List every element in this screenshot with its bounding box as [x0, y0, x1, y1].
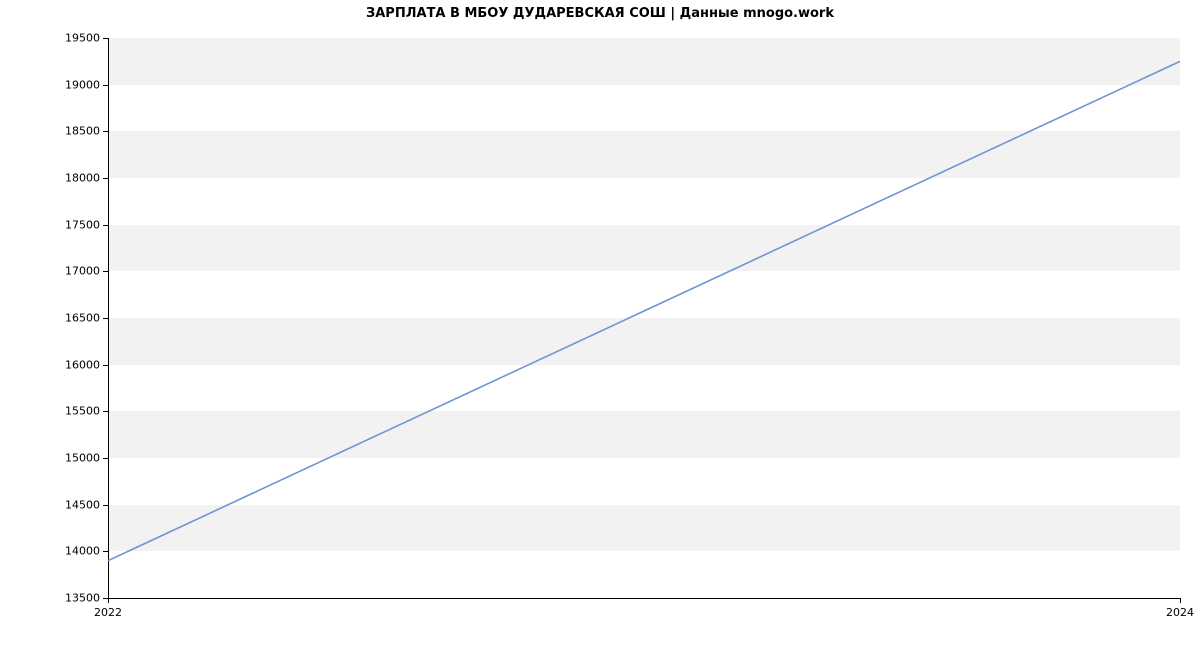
plot-area: 1350014000145001500015500160001650017000…: [108, 38, 1180, 598]
y-tick-label: 19500: [52, 32, 100, 45]
x-tick-mark: [108, 598, 109, 603]
x-tick-label: 2024: [1166, 606, 1194, 619]
y-tick-label: 18500: [52, 125, 100, 138]
chart-container: ЗАРПЛАТА В МБОУ ДУДАРЕВСКАЯ СОШ | Данные…: [0, 0, 1200, 650]
y-tick-label: 16000: [52, 358, 100, 371]
series-layer: [108, 38, 1180, 598]
y-tick-label: 17000: [52, 265, 100, 278]
y-tick-label: 17500: [52, 218, 100, 231]
x-tick-mark: [1180, 598, 1181, 603]
y-tick-label: 16500: [52, 312, 100, 325]
y-tick-label: 15500: [52, 405, 100, 418]
x-tick-label: 2022: [94, 606, 122, 619]
x-axis-line: [108, 598, 1180, 599]
y-tick-label: 19000: [52, 78, 100, 91]
y-tick-label: 14500: [52, 498, 100, 511]
salary-line: [108, 61, 1180, 560]
y-tick-label: 13500: [52, 592, 100, 605]
y-tick-label: 15000: [52, 452, 100, 465]
chart-title: ЗАРПЛАТА В МБОУ ДУДАРЕВСКАЯ СОШ | Данные…: [0, 6, 1200, 21]
y-tick-label: 18000: [52, 172, 100, 185]
y-tick-label: 14000: [52, 545, 100, 558]
